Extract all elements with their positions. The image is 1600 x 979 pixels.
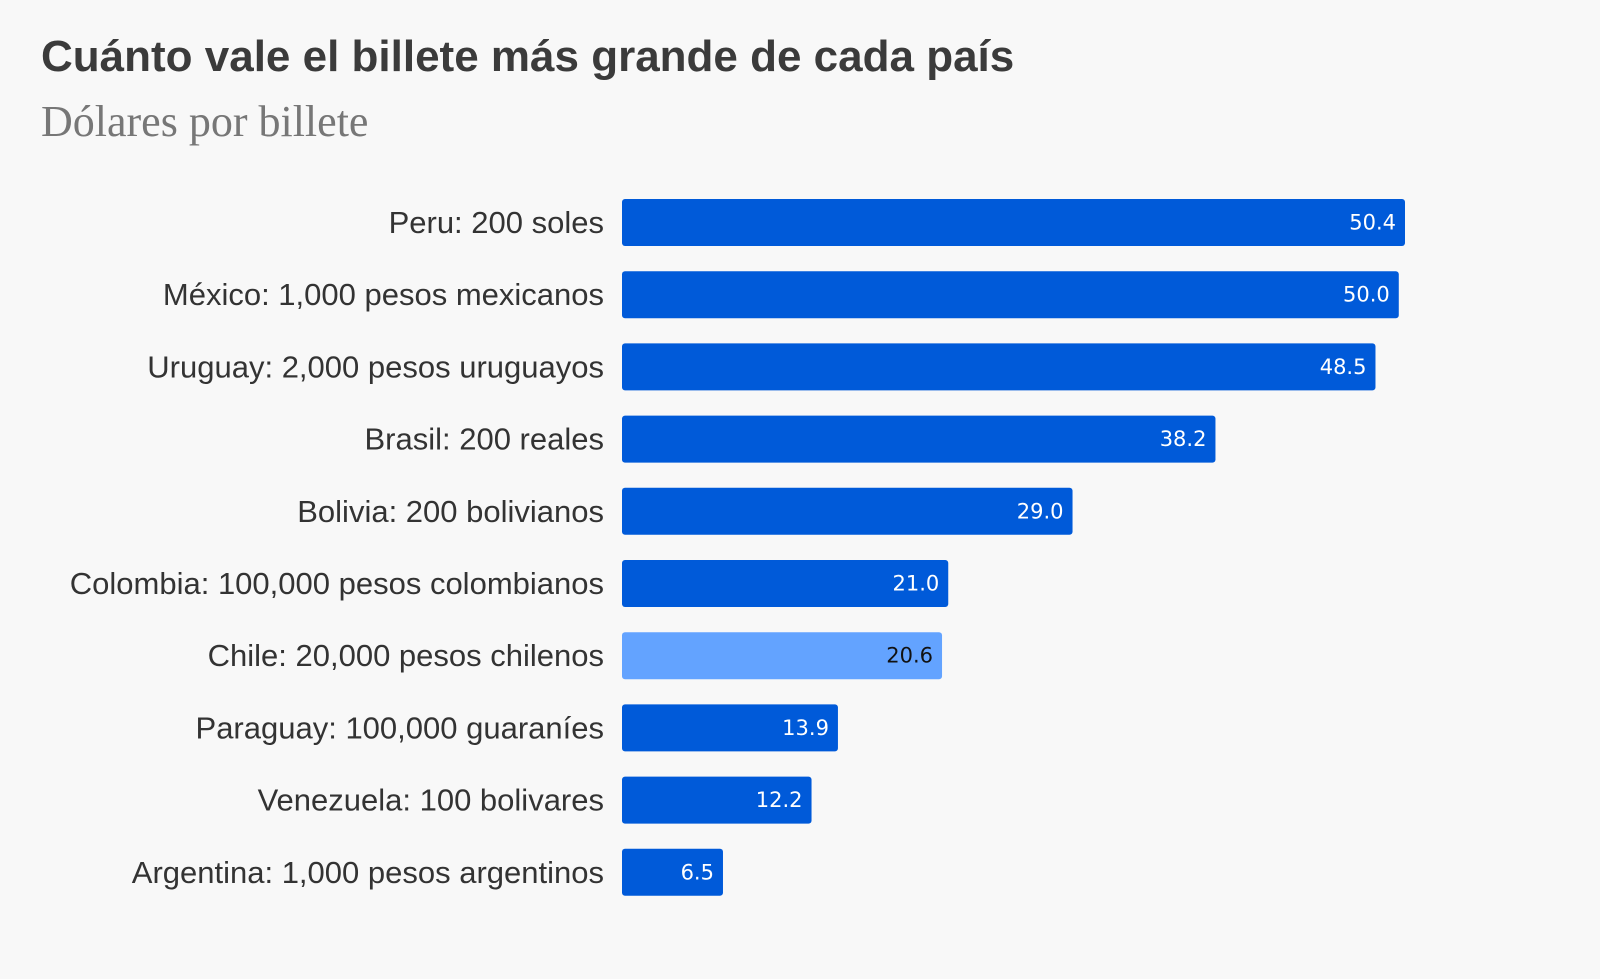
bar <box>622 704 838 752</box>
category-label: México: 1,000 pesos mexicanos <box>163 277 604 312</box>
category-label: Peru: 200 soles <box>389 205 604 240</box>
bar-row: Peru: 200 soles 50.4 <box>389 199 1405 246</box>
category-label: Colombia: 100,000 pesos colombianos <box>70 566 604 601</box>
bar-row: Uruguay: 2,000 pesos uruguayos 48.5 <box>147 343 1376 391</box>
value-label: 6.5 <box>681 860 714 884</box>
category-label: Paraguay: 100,000 guaraníes <box>196 710 604 745</box>
value-label: 13.9 <box>782 716 829 740</box>
bar-row: Chile: 20,000 pesos chilenos 20.6 <box>208 632 943 680</box>
bar <box>622 487 1073 535</box>
bar-row: Venezuela: 100 bolivares 12.2 <box>258 776 812 824</box>
value-label: 12.2 <box>756 788 803 812</box>
bar-row: México: 1,000 pesos mexicanos 50.0 <box>163 271 1399 319</box>
bar-highlight <box>622 632 943 680</box>
bar <box>622 776 812 824</box>
bar-row: Paraguay: 100,000 guaraníes 13.9 <box>196 704 838 752</box>
value-label: 20.6 <box>886 644 933 668</box>
value-label: 50.0 <box>1343 283 1390 307</box>
bar <box>622 343 1376 391</box>
bar-row: Brasil: 200 reales 38.2 <box>364 415 1216 463</box>
value-label: 29.0 <box>1017 499 1064 523</box>
bar <box>622 199 1405 246</box>
value-label: 38.2 <box>1160 427 1207 451</box>
bar <box>622 560 949 607</box>
chart-title: Cuánto vale el billete más grande de cad… <box>41 32 1015 81</box>
category-label: Venezuela: 100 bolivares <box>258 783 604 818</box>
value-label: 48.5 <box>1320 355 1367 379</box>
bar <box>622 848 723 896</box>
bar-row: Bolivia: 200 bolivianos 29.0 <box>297 487 1073 535</box>
value-label: 21.0 <box>892 572 939 596</box>
category-label: Uruguay: 2,000 pesos uruguayos <box>147 349 604 384</box>
category-label: Brasil: 200 reales <box>364 422 604 457</box>
value-label: 50.4 <box>1349 211 1396 235</box>
bar-row: Argentina: 1,000 pesos argentinos 6.5 <box>132 848 723 896</box>
bar <box>622 415 1216 463</box>
bar <box>622 271 1399 319</box>
chart-subtitle: Dólares por billete <box>41 97 369 146</box>
category-label: Argentina: 1,000 pesos argentinos <box>132 855 604 890</box>
category-label: Bolivia: 200 bolivianos <box>297 494 604 529</box>
bar-row: Colombia: 100,000 pesos colombianos 21.0 <box>70 560 949 607</box>
category-label: Chile: 20,000 pesos chilenos <box>208 638 604 673</box>
